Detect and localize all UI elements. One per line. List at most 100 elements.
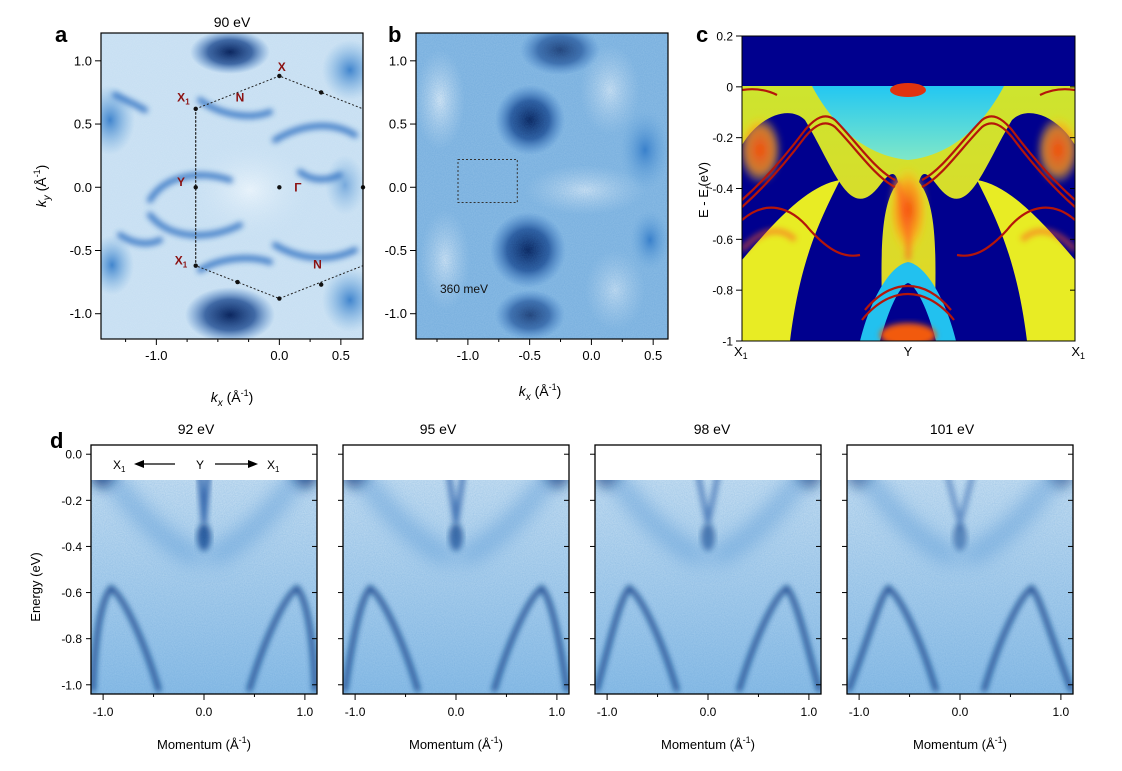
y-tick-label: 0.0 — [65, 448, 82, 462]
energy-annotation: 360 meV — [440, 282, 488, 296]
symmetry-label: X1 — [177, 90, 190, 106]
y-tick-label: 0.5 — [389, 117, 407, 132]
symmetry-label: N — [236, 90, 245, 104]
symmetry-point-dot — [193, 185, 198, 190]
y-tick-label: -1.0 — [385, 306, 407, 321]
calc-xtick-label: Y — [904, 344, 913, 359]
arrow-right-head — [248, 460, 258, 468]
arpes-subpanel-title: 98 eV — [694, 421, 731, 437]
panel-a-fermi-map — [101, 33, 363, 339]
x-tick-label: -0.5 — [518, 348, 540, 363]
panel-d-subpanels: 92 eV -1.0 0.0 1.0 0.0 -0.2 -0.4 -0.6 -0.8 -1.0 Mo… — [61, 421, 1074, 752]
y-tick-label: -0.5 — [385, 243, 407, 258]
direction-label-left: X1 — [113, 458, 126, 474]
arpes-xlabel: Momentum (Å-1) — [409, 735, 503, 752]
x-tick-label: 0.5 — [644, 348, 662, 363]
symmetry-point-dot — [277, 73, 282, 79]
y-tick-label: -0.8 — [712, 284, 733, 298]
symmetry-label: N — [313, 257, 322, 271]
x-tick-label: 0.0 — [196, 705, 213, 719]
x-tick-label: 0.0 — [700, 705, 717, 719]
high-symmetry-dots — [193, 73, 366, 301]
panel-a-title: 90 eV — [214, 14, 251, 30]
panel-b-constant-energy-map — [416, 33, 668, 339]
direction-indicator: X1 Y X1 — [113, 458, 280, 474]
panel-b: b 360 meV -1.0 -0.5 0.0 0.51.00.50.0-0.5-1.… — [385, 22, 669, 403]
symmetry-point-dot — [193, 263, 198, 268]
x-tick-label: 0.0 — [582, 348, 600, 363]
panel-b-frame — [415, 32, 669, 340]
arpes-subpanel-title: 95 eV — [420, 421, 457, 437]
y-tick-label: -1.0 — [61, 678, 82, 692]
arpes-xlabel: Momentum (Å-1) — [157, 735, 251, 752]
y-tick-label: 1.0 — [74, 53, 92, 68]
symmetry-point-dot — [193, 106, 198, 112]
symmetry-point-dot — [235, 279, 240, 285]
y-tick-label: -0.2 — [712, 131, 733, 145]
y-tick-label: 0.2 — [716, 30, 733, 44]
high-symmetry-labels: X X1 N Y Γ X1 N — [175, 60, 322, 271]
arpes-intensity-map — [595, 480, 821, 694]
symmetry-point-dot — [318, 90, 324, 95]
panel-b-xlabel: kx (Å-1) — [519, 382, 562, 403]
y-tick-label: 0.0 — [389, 180, 407, 195]
panel-b-axes: -1.0 -0.5 0.0 0.5 1.0 0.5 0.0 -0.5 -1.0 — [385, 53, 663, 363]
y-tick-label: -0.4 — [61, 540, 82, 554]
x-tick-label: -1.0 — [597, 705, 618, 719]
symmetry-label: X — [278, 60, 286, 74]
x-tick-label: 0.5 — [332, 348, 350, 363]
y-tick-label: 0.5 — [74, 117, 92, 132]
y-tick-label: -0.6 — [712, 233, 733, 247]
panel-a-xlabel: kx (Å-1) — [211, 388, 254, 409]
panel-d: d Energy (eV) 92 eV -1.0 0.0 1.0 0.0 -0.2 -0.4… — [28, 421, 1074, 752]
y-tick-label: -0.2 — [61, 494, 82, 508]
arpes-intensity-map — [343, 480, 569, 694]
panel-c-xtick-labels: X1 Y X1 — [734, 344, 1085, 361]
y-tick-label: -1 — [722, 335, 733, 349]
x-tick-label: -1.0 — [145, 348, 167, 363]
arpes-subpanel-95-ev: 95 eV -1.0 0.0 1.0 Momentum (Å-1) — [338, 421, 570, 752]
x-tick-label: -1.0 — [849, 705, 870, 719]
dashed-region-box — [457, 158, 518, 203]
panel-letter-b: b — [388, 22, 401, 47]
y-tick-label: -1.0 — [70, 306, 92, 321]
arpes-subpanel-title: 92 eV — [178, 421, 215, 437]
x-tick-label: 0.0 — [270, 348, 288, 363]
x-tick-label: 1.0 — [801, 705, 818, 719]
y-tick-label: 1.0 — [389, 53, 407, 68]
panel-a-ylabel: ky (Å-1) — [32, 165, 53, 208]
x-tick-label: 1.0 — [297, 705, 314, 719]
y-tick-label: 0 — [726, 80, 733, 94]
symmetry-point-dot — [277, 185, 282, 190]
x-tick-label: 1.0 — [549, 705, 566, 719]
y-tick-label: 0.0 — [74, 180, 92, 195]
panel-letter-a: a — [55, 22, 68, 47]
panel-c-band-calculation — [742, 36, 1075, 341]
symmetry-label: X1 — [175, 254, 188, 270]
panel-c-ylabel: E - Ef(eV) — [696, 162, 714, 218]
panel-d-ylabel: Energy (eV) — [28, 552, 43, 621]
x-tick-label: 1.0 — [1053, 705, 1070, 719]
y-tick-label: -0.4 — [712, 182, 733, 196]
symmetry-label: Γ — [294, 180, 302, 194]
y-tick-label: -0.5 — [70, 243, 92, 258]
symmetry-label: Y — [177, 175, 185, 189]
calc-xtick-label: X1 — [734, 344, 748, 361]
y-tick-label: -0.8 — [61, 632, 82, 646]
arpes-xlabel: Momentum (Å-1) — [661, 735, 755, 752]
arpes-subpanel-98-ev: 98 eV -1.0 0.0 1.0 Momentum (Å-1) — [590, 421, 822, 752]
panel-letter-d: d — [50, 428, 63, 453]
panel-a-frame — [100, 32, 364, 340]
y-tick-label: -0.6 — [61, 586, 82, 600]
x-tick-label: -1.0 — [93, 705, 114, 719]
direction-label-center: Y — [196, 458, 204, 472]
x-tick-label: 0.0 — [952, 705, 969, 719]
arpes-subpanel-92-ev: 92 eV -1.0 0.0 1.0 0.0 -0.2 -0.4 -0.6 -0.8 -1.0 Mo… — [61, 421, 318, 752]
arpes-xlabel: Momentum (Å-1) — [913, 735, 1007, 752]
x-tick-label: -1.0 — [457, 348, 479, 363]
arpes-intensity-map — [91, 480, 317, 694]
arpes-subpanel-101-ev: 101 eV -1.0 0.0 1.0 Momentum (Å-1) — [842, 421, 1074, 752]
calc-xtick-label: X1 — [1071, 344, 1085, 361]
panel-a: a 90 eV — [32, 14, 366, 409]
